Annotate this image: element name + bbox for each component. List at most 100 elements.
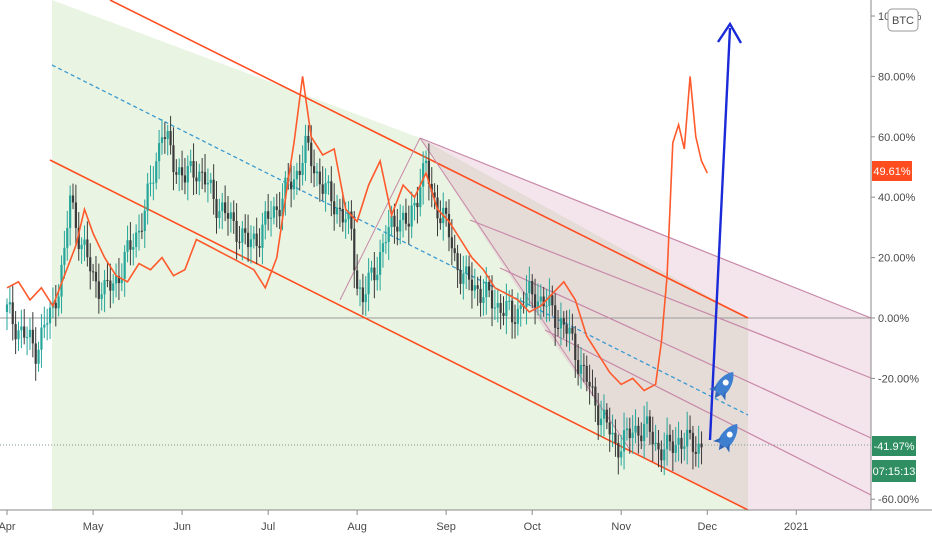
candle-body <box>479 288 482 303</box>
candle-body <box>132 247 135 250</box>
candle-body <box>579 364 583 374</box>
candle-body <box>508 300 511 302</box>
channel-median-line <box>51 64 749 416</box>
x-axis-ticks[interactable]: Apr May Jun Jul Aug Sep Oct Nov Dec 2021 <box>0 510 808 533</box>
candle-body <box>301 162 304 175</box>
y-axis-ticks[interactable]: 100.00%80.00%60.00%40.00%20.00%0.00%-20.… <box>871 11 922 506</box>
candle-body <box>488 281 491 291</box>
candle-body <box>246 232 250 248</box>
candle-body <box>344 219 347 223</box>
candle-body <box>502 312 505 316</box>
candle-body <box>531 280 534 295</box>
candle-body <box>152 182 155 184</box>
candle-body <box>269 217 273 219</box>
candle-body <box>54 302 57 309</box>
candle-body <box>129 240 132 250</box>
candle-body <box>648 416 651 432</box>
candle-body <box>493 307 496 309</box>
candle-body <box>186 166 189 183</box>
candle-body <box>680 437 683 449</box>
candle-body <box>396 226 399 232</box>
candle-body <box>166 130 169 140</box>
x-tick-label: Sep <box>436 521 456 533</box>
candle-body <box>459 269 462 284</box>
candle-body <box>625 428 629 431</box>
y-tick-label: 0.00% <box>878 313 909 325</box>
rocket-icon <box>712 423 738 453</box>
candle-body <box>275 206 278 210</box>
candle-body <box>335 207 339 215</box>
pitchfork-pink-zone <box>420 138 871 510</box>
candle-body <box>324 183 327 194</box>
rocket-window <box>726 431 733 438</box>
candle-body <box>631 432 634 439</box>
y-tick-label: 40.00% <box>878 192 916 204</box>
candle-body <box>585 365 588 382</box>
candle-body <box>264 211 267 225</box>
channel-lower-line <box>49 159 749 511</box>
candle-body <box>424 160 428 164</box>
candle-body <box>117 275 121 284</box>
comparison-series-line <box>6 76 709 392</box>
candle-body <box>513 322 517 324</box>
candle-body <box>559 318 563 329</box>
candle-body <box>482 297 485 303</box>
candle-body <box>591 386 594 388</box>
candle-body <box>114 275 118 284</box>
channel-green-zone <box>52 0 748 510</box>
candle-body <box>252 233 255 240</box>
symbol-badge[interactable]: BTC <box>887 8 919 32</box>
candle-body <box>602 409 606 419</box>
candle-body <box>341 208 344 223</box>
candle-body <box>422 163 425 187</box>
candle-body <box>367 272 370 295</box>
candle-body <box>666 434 669 450</box>
candle-body <box>100 294 103 299</box>
candle-body <box>399 220 402 232</box>
x-tick-label: 2021 <box>784 521 808 533</box>
candle-body <box>221 202 224 212</box>
candle-body <box>318 171 321 185</box>
candle-body <box>169 130 172 146</box>
candle-body <box>40 327 43 350</box>
candle-body <box>25 337 29 339</box>
candle-body <box>617 442 620 458</box>
y-tick-label: 80.00% <box>878 71 916 83</box>
candle-body <box>358 287 362 289</box>
candle-body <box>588 381 591 387</box>
symbol-badge-label: BTC <box>892 15 914 27</box>
candle-body <box>178 167 181 175</box>
candle-body <box>622 430 626 452</box>
candle-body <box>292 179 296 190</box>
candle-body <box>235 220 238 242</box>
candle-body <box>645 416 649 424</box>
pitchfork-lower-line <box>544 329 872 496</box>
pitchfork-handle-left <box>339 137 421 301</box>
candle-body <box>536 301 540 308</box>
candle-body <box>37 349 40 364</box>
candle-body <box>677 437 680 445</box>
candle-body <box>347 211 350 220</box>
candle-body <box>278 209 281 217</box>
x-tick-label: Apr <box>0 521 16 533</box>
candle-body <box>539 296 542 302</box>
candle-body <box>410 205 413 227</box>
candle-body <box>238 241 241 243</box>
candle-body <box>390 215 393 228</box>
candle-body <box>505 300 508 316</box>
annotations-layer <box>708 21 743 453</box>
candle-body <box>155 161 158 183</box>
candle-body <box>146 183 149 211</box>
candle-body <box>255 233 258 246</box>
candle-body <box>387 227 390 243</box>
candle-body <box>356 270 359 289</box>
candle-body <box>637 425 640 436</box>
candle-body <box>628 428 631 439</box>
candle-body <box>71 195 75 203</box>
candle-body <box>241 228 244 243</box>
candle-body <box>258 245 261 248</box>
candle-body <box>60 264 63 297</box>
candle-body <box>43 324 46 328</box>
candle-body <box>272 206 276 218</box>
